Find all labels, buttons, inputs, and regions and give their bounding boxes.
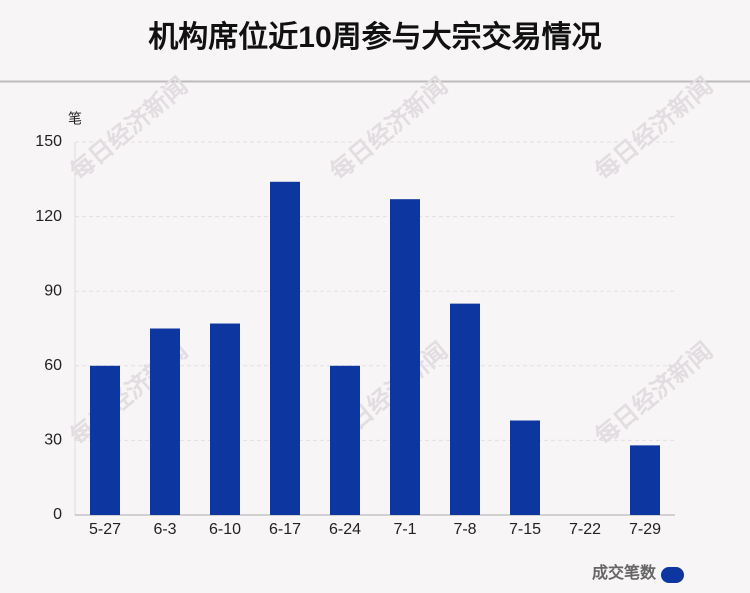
chart-title: 机构席位近10周参与大宗交易情况 <box>148 20 601 54</box>
x-tick-label: 7-15 <box>509 521 541 538</box>
x-tick-label: 6-24 <box>329 521 361 538</box>
x-tick-label: 5-27 <box>89 521 121 538</box>
y-tick-label: 90 <box>44 282 62 299</box>
x-tick-label: 7-29 <box>629 521 661 538</box>
y-tick-label: 60 <box>44 357 62 374</box>
bar <box>630 445 660 515</box>
x-tick-label: 7-1 <box>393 521 416 538</box>
bar <box>210 323 240 515</box>
bar <box>390 199 420 515</box>
y-tick-label: 0 <box>53 506 62 523</box>
x-tick-label: 6-10 <box>209 521 241 538</box>
y-axis-unit: 笔 <box>68 111 82 127</box>
bar <box>150 328 180 515</box>
bar <box>450 303 480 515</box>
x-tick-label: 6-17 <box>269 521 301 538</box>
bar <box>330 365 360 515</box>
bar <box>270 181 300 515</box>
y-tick-label: 30 <box>44 432 62 449</box>
legend-label: 成交笔数 <box>592 563 657 582</box>
x-tick-label: 7-8 <box>453 521 476 538</box>
legend-swatch <box>661 567 684 583</box>
x-tick-label: 7-22 <box>569 521 601 538</box>
bar <box>90 365 120 515</box>
bar <box>510 420 540 515</box>
y-tick-label: 150 <box>35 133 62 150</box>
y-tick-label: 120 <box>35 208 62 225</box>
x-tick-label: 6-3 <box>153 521 176 538</box>
